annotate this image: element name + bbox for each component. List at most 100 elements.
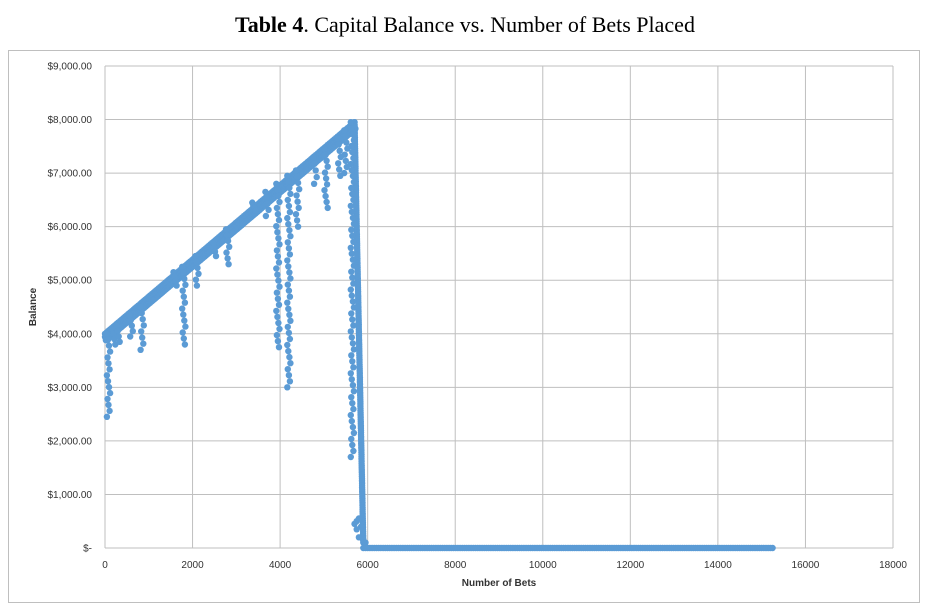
data-point bbox=[285, 305, 292, 312]
data-point bbox=[296, 186, 303, 193]
data-point bbox=[273, 247, 281, 254]
x-tick-label: 12000 bbox=[616, 560, 644, 571]
x-tick-label: 8000 bbox=[444, 560, 467, 571]
x-tick-label: 18000 bbox=[879, 560, 907, 571]
data-point bbox=[335, 160, 342, 167]
y-tick-label: $8,000.00 bbox=[48, 115, 93, 126]
data-point bbox=[349, 298, 357, 305]
data-point bbox=[106, 366, 113, 373]
data-point bbox=[287, 360, 294, 367]
data-point bbox=[284, 366, 291, 373]
data-point bbox=[264, 200, 271, 208]
data-point bbox=[284, 281, 291, 288]
data-point bbox=[275, 216, 283, 224]
chart-title-rest: . Capital Balance vs. Number of Bets Pla… bbox=[303, 12, 695, 37]
data-point bbox=[193, 258, 200, 266]
data-point bbox=[348, 394, 355, 401]
data-point bbox=[139, 334, 146, 341]
x-tick-label: 14000 bbox=[704, 560, 732, 571]
data-point bbox=[285, 178, 292, 185]
data-point bbox=[137, 346, 144, 353]
data-points bbox=[101, 119, 776, 552]
data-point bbox=[127, 333, 134, 340]
data-point bbox=[104, 336, 112, 343]
data-point bbox=[287, 233, 294, 240]
data-point bbox=[349, 256, 357, 263]
data-point bbox=[275, 344, 283, 351]
data-point bbox=[104, 395, 111, 403]
data-point bbox=[274, 210, 282, 218]
y-axis-title: Balance bbox=[28, 287, 39, 326]
data-point bbox=[293, 217, 301, 224]
y-tick-label: $7,000.00 bbox=[48, 169, 93, 180]
data-point bbox=[106, 389, 114, 397]
data-point bbox=[335, 141, 342, 148]
data-point bbox=[103, 413, 111, 420]
data-point bbox=[343, 139, 350, 146]
data-point bbox=[276, 325, 283, 333]
data-point bbox=[179, 305, 186, 312]
data-point bbox=[275, 277, 282, 284]
data-point bbox=[137, 303, 144, 311]
y-tick-label: $- bbox=[83, 544, 92, 555]
data-point bbox=[324, 204, 331, 212]
data-point bbox=[114, 327, 121, 335]
data-point bbox=[336, 166, 343, 173]
data-point bbox=[341, 127, 348, 134]
data-point bbox=[294, 179, 302, 187]
data-point bbox=[115, 333, 122, 340]
data-point bbox=[274, 229, 281, 236]
data-point bbox=[284, 172, 291, 179]
data-point bbox=[273, 331, 281, 339]
data-point bbox=[348, 208, 355, 216]
data-point bbox=[321, 187, 328, 194]
data-point bbox=[348, 226, 355, 233]
data-point bbox=[223, 231, 231, 239]
data-point bbox=[194, 264, 201, 272]
data-point bbox=[294, 198, 301, 205]
data-point bbox=[348, 435, 355, 443]
data-point bbox=[350, 262, 358, 269]
data-point bbox=[347, 244, 354, 251]
data-point bbox=[128, 322, 135, 329]
data-point bbox=[350, 154, 357, 162]
data-point bbox=[353, 526, 360, 533]
y-tick-label: $3,000.00 bbox=[48, 383, 93, 394]
data-point bbox=[226, 243, 233, 250]
data-point bbox=[324, 163, 331, 170]
data-point bbox=[285, 287, 293, 294]
data-point bbox=[311, 160, 318, 167]
data-point bbox=[355, 515, 363, 522]
data-point bbox=[284, 196, 291, 204]
data-point bbox=[350, 364, 357, 371]
y-tick-label: $5,000.00 bbox=[48, 276, 93, 287]
data-point bbox=[323, 157, 330, 164]
chart-frame bbox=[8, 50, 920, 603]
data-point bbox=[138, 328, 145, 335]
data-point bbox=[139, 316, 146, 323]
data-point bbox=[348, 417, 355, 425]
data-point bbox=[275, 259, 283, 266]
chart-title: Table 4. Capital Balance vs. Number of B… bbox=[0, 12, 930, 38]
data-point bbox=[113, 322, 120, 329]
data-point bbox=[349, 441, 356, 449]
data-point bbox=[286, 227, 293, 234]
data-point bbox=[293, 192, 300, 199]
data-point bbox=[286, 353, 293, 361]
data-point bbox=[334, 135, 341, 142]
data-point bbox=[181, 299, 189, 306]
data-point bbox=[284, 214, 291, 222]
data-point bbox=[106, 348, 114, 355]
data-point bbox=[341, 169, 348, 177]
data-point bbox=[273, 265, 280, 272]
data-point bbox=[336, 147, 343, 154]
data-point bbox=[105, 342, 113, 349]
data-point bbox=[106, 407, 113, 415]
data-point bbox=[182, 323, 189, 330]
data-point bbox=[224, 237, 232, 245]
data-point bbox=[181, 341, 189, 348]
data-point bbox=[322, 151, 329, 159]
data-point bbox=[286, 184, 293, 192]
y-tick-label: $4,000.00 bbox=[48, 329, 93, 340]
